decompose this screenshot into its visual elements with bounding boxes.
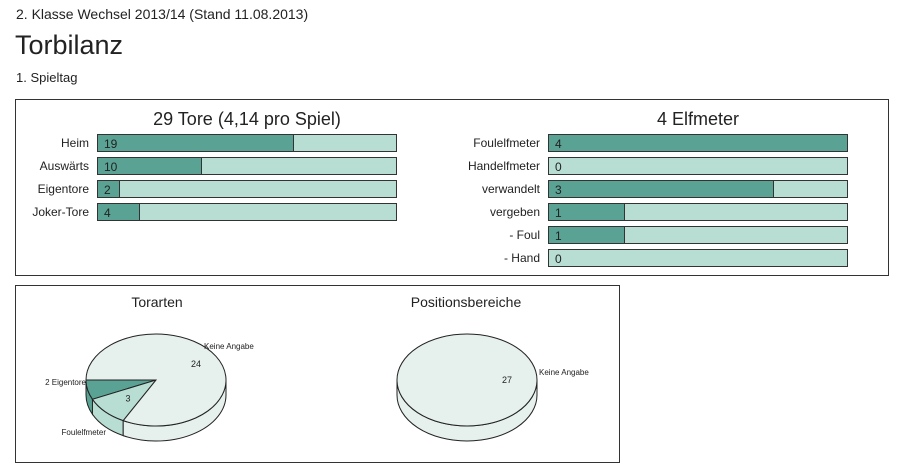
bar-fill bbox=[98, 158, 202, 174]
bar: 0 bbox=[548, 157, 848, 175]
matchday: 1. Spieltag bbox=[16, 70, 78, 85]
bar-label: verwandelt bbox=[481, 182, 540, 196]
bar-label: Auswärts bbox=[39, 159, 89, 173]
pie-value-label: 27 bbox=[502, 375, 512, 385]
bar-fill bbox=[549, 227, 625, 243]
bar-value: 2 bbox=[104, 183, 111, 197]
bar-fill bbox=[98, 135, 295, 151]
bar-label: Eigentore bbox=[37, 182, 89, 196]
bar-value: 3 bbox=[555, 183, 562, 197]
goals-heading: 29 Tore (4,14 pro Spiel) bbox=[153, 109, 341, 129]
subtitle: 2. Klasse Wechsel 2013/14 (Stand 11.08.2… bbox=[16, 6, 309, 22]
bar-value: 0 bbox=[555, 160, 562, 174]
pie-value-label: 3 bbox=[126, 393, 131, 403]
pie-slice bbox=[396, 333, 538, 427]
penalties-heading: 4 Elfmeter bbox=[656, 109, 740, 129]
bar-fill bbox=[98, 204, 141, 220]
page-title: Torbilanz bbox=[15, 30, 124, 60]
bar: 19 bbox=[97, 134, 397, 152]
bar-value: 10 bbox=[104, 160, 118, 174]
bar-fill bbox=[549, 135, 847, 151]
bar-value: 4 bbox=[104, 206, 111, 220]
bar-label: vergeben bbox=[489, 205, 540, 219]
pie-slice-label: Foulelfmeter bbox=[62, 428, 107, 437]
pie-slice-label: Keine Angabe bbox=[204, 342, 254, 351]
bar: 3 bbox=[548, 180, 848, 198]
bar-label: Foulelfmeter bbox=[473, 136, 540, 150]
bar-label: Handelfmeter bbox=[467, 159, 540, 173]
bar: 4 bbox=[97, 203, 397, 221]
pie-value-label: 24 bbox=[191, 359, 201, 369]
bar: 1 bbox=[548, 226, 848, 244]
bar: 0 bbox=[548, 249, 848, 267]
pie-title: Torarten bbox=[131, 294, 182, 310]
bar-label: Heim bbox=[60, 136, 89, 150]
bar-label: Joker-Tore bbox=[32, 205, 89, 219]
bar: 2 bbox=[97, 180, 397, 198]
bar-label: - Foul bbox=[509, 228, 540, 242]
bar-value: 19 bbox=[104, 137, 118, 151]
bar-fill bbox=[98, 181, 120, 197]
bar: 4 bbox=[548, 134, 848, 152]
bar-value: 1 bbox=[555, 229, 562, 243]
bar-value: 4 bbox=[555, 137, 562, 151]
pie-slice bbox=[85, 333, 227, 427]
pie-slice-label: Keine Angabe bbox=[539, 368, 589, 377]
pie-slice-label: 2 Eigentore bbox=[45, 378, 86, 387]
bar: 1 bbox=[548, 203, 848, 221]
bar-fill bbox=[549, 204, 625, 220]
bar-value: 1 bbox=[555, 206, 562, 220]
bar: 10 bbox=[97, 157, 397, 175]
pie-title: Positionsbereiche bbox=[411, 294, 522, 310]
bar-value: 0 bbox=[555, 252, 562, 266]
bar-fill bbox=[549, 181, 774, 197]
bar-label: - Hand bbox=[503, 251, 540, 265]
